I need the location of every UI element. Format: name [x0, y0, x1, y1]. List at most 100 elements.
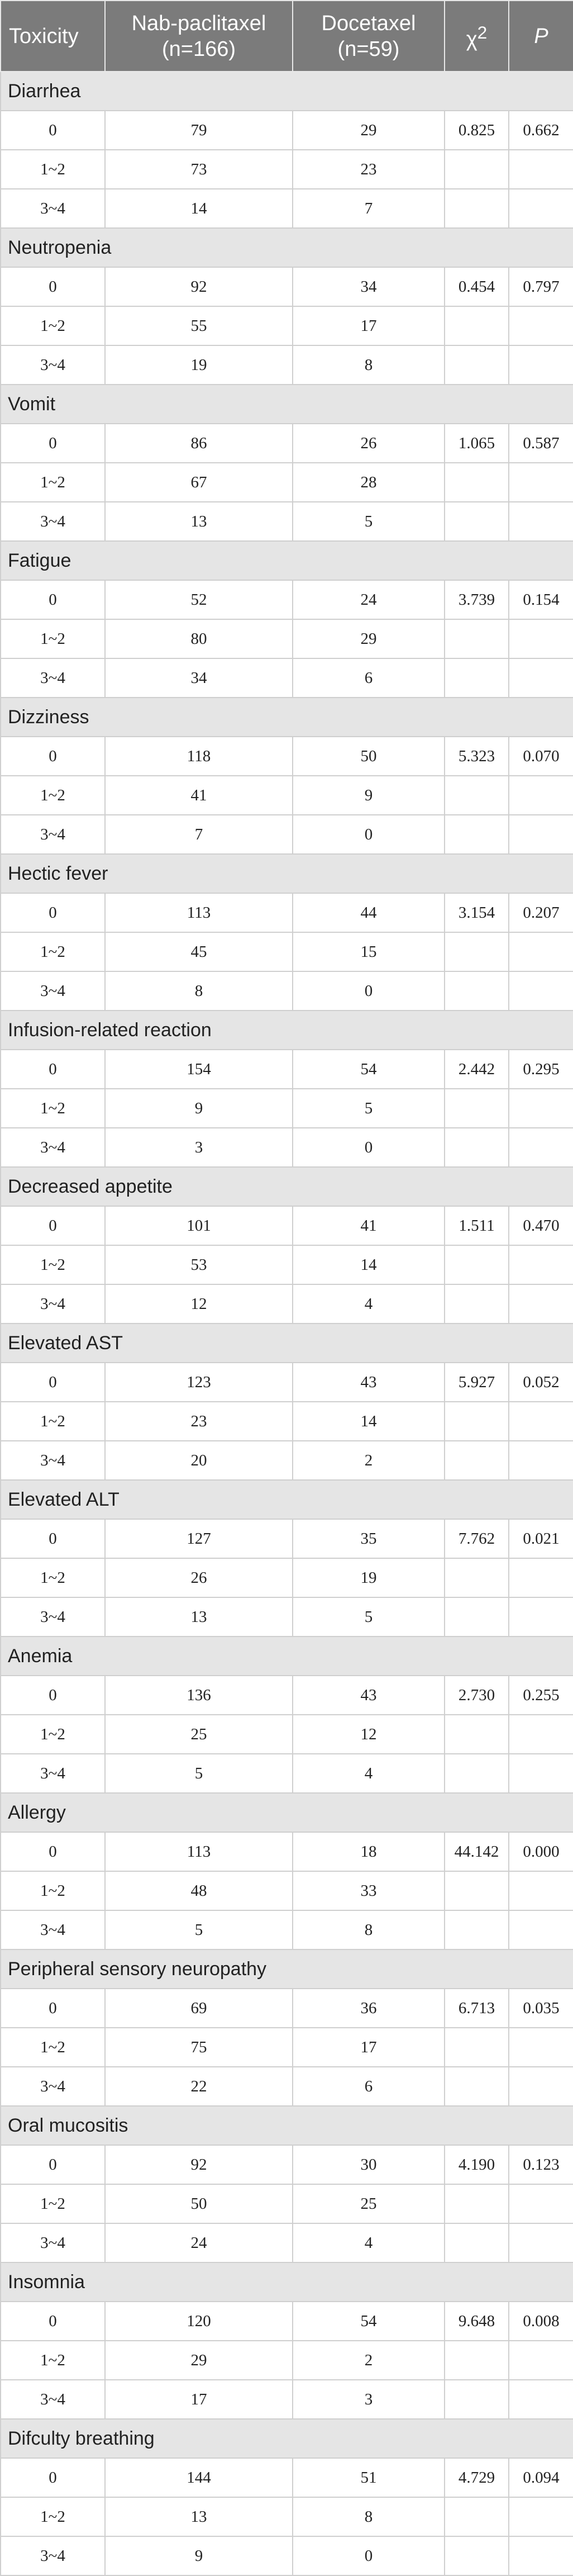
grade-cell: 0	[0, 1988, 106, 2028]
grade-cell: 0	[0, 580, 106, 620]
p-value-cell: 0.021	[508, 1519, 573, 1559]
docetaxel-cell: 41	[292, 1206, 445, 1246]
grade-cell: 0	[0, 1832, 106, 1872]
p-value-cell: 0.008	[508, 2301, 573, 2341]
p-value-cell: 0.662	[508, 110, 573, 150]
chi-square-cell	[444, 1245, 509, 1285]
p-value-cell	[508, 971, 573, 1011]
group-header-row: Hectic fever	[0, 853, 573, 894]
group-header-row: Decreased appetite	[0, 1166, 573, 1207]
table-row: 3~4 34 6	[0, 658, 573, 698]
p-value-cell	[508, 1440, 573, 1481]
chi-square-cell	[444, 1440, 509, 1481]
grade-cell: 3~4	[0, 971, 106, 1011]
chi-square-cell	[444, 306, 509, 346]
group-header-row: Fatigue	[0, 540, 573, 581]
group-header-row: Peripheral sensory neuropathy	[0, 1949, 573, 1989]
docetaxel-cell: 0	[292, 1127, 445, 1168]
p-value-cell	[508, 462, 573, 502]
nab-paclitaxel-cell: 5	[104, 1753, 293, 1794]
chi-square-cell	[444, 2027, 509, 2067]
grade-cell: 3~4	[0, 2066, 106, 2107]
group-name: Decreased appetite	[0, 1166, 573, 1207]
p-value-cell	[508, 2340, 573, 2380]
nab-paclitaxel-cell: 13	[104, 1597, 293, 1637]
nab-paclitaxel-cell: 69	[104, 1988, 293, 2028]
docetaxel-cell: 24	[292, 580, 445, 620]
chi-square-cell: 6.713	[444, 1988, 509, 2028]
chi-square-cell: 9.648	[444, 2301, 509, 2341]
chi-square-cell	[444, 1597, 509, 1637]
docetaxel-cell: 34	[292, 267, 445, 307]
p-value-cell	[508, 2066, 573, 2107]
table-row: 1~2 23 14	[0, 1401, 573, 1441]
p-value-cell	[508, 1127, 573, 1168]
grade-cell: 0	[0, 2301, 106, 2341]
grade-cell: 3~4	[0, 658, 106, 698]
group-name: Peripheral sensory neuropathy	[0, 1949, 573, 1989]
nab-paclitaxel-cell: 48	[104, 1871, 293, 1911]
chi-square-cell: 4.729	[444, 2458, 509, 2498]
chi-square-cell: 0.454	[444, 267, 509, 307]
grade-cell: 3~4	[0, 501, 106, 542]
table-row: 0 101 41 1.511 0.470	[0, 1206, 573, 1246]
chi-square-cell	[444, 2497, 509, 2537]
grade-cell: 3~4	[0, 1284, 106, 1324]
nab-paclitaxel-cell: 9	[104, 2536, 293, 2576]
group-name: Difculty breathing	[0, 2418, 573, 2459]
p-value-cell: 0.587	[508, 423, 573, 463]
nab-paclitaxel-cell: 113	[104, 893, 293, 933]
table-row: 1~2 26 19	[0, 1558, 573, 1598]
chi-square-cell	[444, 462, 509, 502]
docetaxel-cell: 15	[292, 932, 445, 972]
p-value-cell: 0.000	[508, 1832, 573, 1872]
chi-square-cell	[444, 1127, 509, 1168]
chi-square-cell	[444, 501, 509, 542]
table-row: 1~2 53 14	[0, 1245, 573, 1285]
nab-paclitaxel-cell: 17	[104, 2379, 293, 2420]
nab-paclitaxel-cell: 80	[104, 619, 293, 659]
header-toxicity-label: Toxicity	[9, 24, 79, 48]
group-name: Anemia	[0, 1636, 573, 1676]
docetaxel-cell: 4	[292, 1753, 445, 1794]
group-header-row: Anemia	[0, 1636, 573, 1676]
grade-cell: 1~2	[0, 462, 106, 502]
chi-square-cell	[444, 188, 509, 229]
nab-paclitaxel-cell: 127	[104, 1519, 293, 1559]
header-chi-symbol: χ	[466, 27, 478, 51]
table-row: 0 113 18 44.142 0.000	[0, 1832, 573, 1872]
chi-square-cell	[444, 2536, 509, 2576]
docetaxel-cell: 2	[292, 2340, 445, 2380]
chi-square-cell: 4.190	[444, 2145, 509, 2185]
p-value-cell: 0.295	[508, 1049, 573, 1089]
chi-square-cell: 1.065	[444, 423, 509, 463]
chi-square-cell: 7.762	[444, 1519, 509, 1559]
p-value-cell	[508, 1753, 573, 1794]
table-row: 0 113 44 3.154 0.207	[0, 893, 573, 933]
table-row: 0 92 30 4.190 0.123	[0, 2145, 573, 2185]
docetaxel-cell: 28	[292, 462, 445, 502]
p-value-cell	[508, 1245, 573, 1285]
docetaxel-cell: 12	[292, 1714, 445, 1754]
group-name: Vomit	[0, 384, 573, 424]
chi-square-cell	[444, 971, 509, 1011]
group-header-row: Elevated AST	[0, 1323, 573, 1363]
docetaxel-cell: 54	[292, 1049, 445, 1089]
nab-paclitaxel-cell: 136	[104, 1675, 293, 1715]
table-row: 0 69 36 6.713 0.035	[0, 1988, 573, 2028]
grade-cell: 3~4	[0, 1753, 106, 1794]
nab-paclitaxel-cell: 19	[104, 345, 293, 385]
docetaxel-cell: 8	[292, 2497, 445, 2537]
table-row: 3~4 5 8	[0, 1910, 573, 1950]
grade-cell: 1~2	[0, 2497, 106, 2537]
nab-paclitaxel-cell: 14	[104, 188, 293, 229]
header-p-label: P	[534, 24, 548, 48]
table-row: 3~4 13 5	[0, 1597, 573, 1637]
p-value-cell	[508, 658, 573, 698]
nab-paclitaxel-cell: 7	[104, 814, 293, 855]
p-value-cell: 0.123	[508, 2145, 573, 2185]
nab-paclitaxel-cell: 20	[104, 1440, 293, 1481]
group-header-row: Allergy	[0, 1792, 573, 1833]
nab-paclitaxel-cell: 52	[104, 580, 293, 620]
